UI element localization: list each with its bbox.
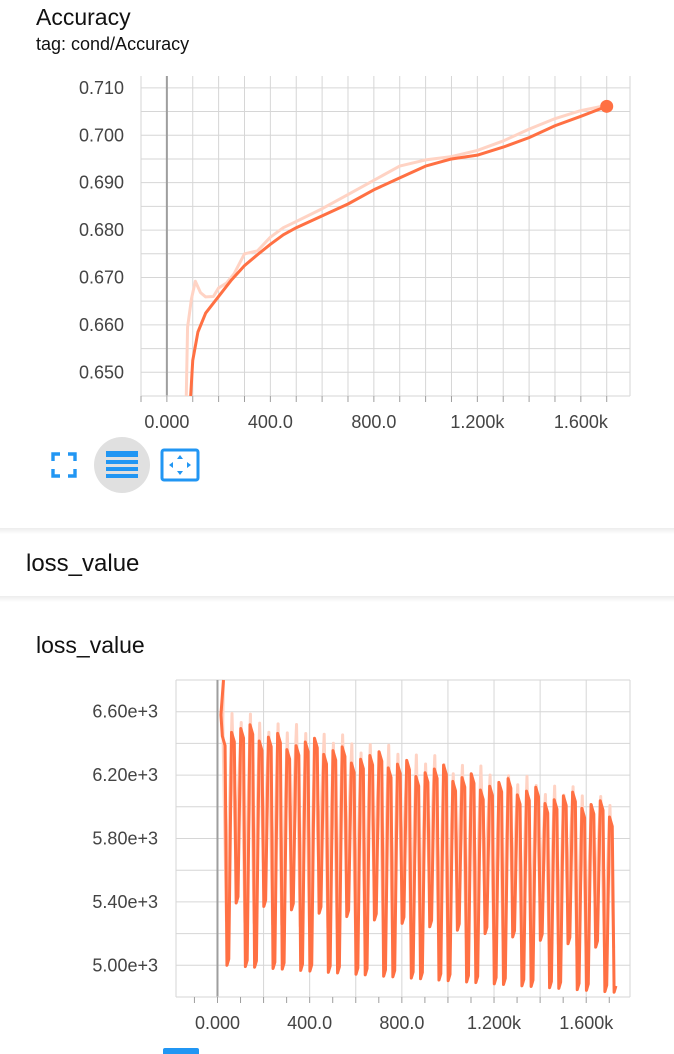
loss-chart[interactable]: 5.00e+3 5.40e+3 5.80e+3 6.20e+3 6.60e+3 0.000… (0, 666, 674, 1048)
y-tick-label: 6.20e+3 (92, 765, 158, 785)
chart-action-buttons (40, 437, 240, 493)
y-tick-label: 5.00e+3 (92, 955, 158, 975)
x-tick-label: 0.000 (144, 412, 189, 432)
x-tick-label: 1.200k (450, 412, 505, 432)
smoothed-series-line (219, 679, 618, 994)
section-title: loss_value (26, 550, 140, 577)
section-header[interactable]: loss_value (0, 534, 674, 594)
y-tick-label: 0.670 (79, 267, 124, 287)
y-tick-label: 5.40e+3 (92, 892, 158, 912)
y-tick-label: 0.690 (79, 173, 124, 193)
accuracy-tag-label: tag: cond/Accuracy (36, 34, 190, 54)
x-tick-label: 0.000 (195, 1013, 240, 1033)
y-tick-label: 0.710 (79, 78, 124, 98)
smoothed-series-line (189, 104, 608, 397)
y-tick-label: 5.80e+3 (92, 829, 158, 849)
fullscreen-icon (51, 452, 77, 478)
x-tick-label: 800.0 (379, 1013, 424, 1033)
accuracy-tick-labels: 0.650 0.660 0.670 0.680 0.690 0.700 0.710 0.000… (79, 78, 609, 432)
accuracy-grid (140, 76, 631, 397)
accuracy-chart-title: Accuracy (36, 4, 131, 30)
accuracy-card: Accuracy tag: cond/Accuracy 0.650 0.660 0.… (0, 4, 674, 493)
y-tick-label: 0.680 (79, 220, 124, 240)
fullscreen-button[interactable] (36, 437, 92, 493)
y-tick-label: 0.660 (79, 315, 124, 335)
accuracy-series (184, 99, 614, 397)
loss-axes (176, 680, 630, 1003)
raw-series-line (184, 103, 608, 397)
card-divider (0, 596, 674, 602)
x-tick-label: 1.200k (467, 1013, 522, 1033)
loss-series (219, 679, 618, 994)
x-tick-label: 400.0 (287, 1013, 332, 1033)
y-tick-label: 6.60e+3 (92, 702, 158, 722)
y-tick-label: 0.700 (79, 125, 124, 145)
accuracy-chart[interactable]: 0.650 0.660 0.670 0.680 0.690 0.700 0.710 0.000… (0, 70, 674, 440)
card-divider (0, 528, 674, 534)
x-tick-label: 400.0 (248, 412, 293, 432)
next-card-button-edge[interactable] (163, 1048, 199, 1054)
toggle-legend-button[interactable] (94, 437, 150, 493)
list-icon (106, 451, 138, 478)
last-value-marker (600, 99, 614, 113)
x-tick-label: 1.600k (559, 1013, 614, 1033)
fit-domain-icon (160, 448, 200, 482)
fit-domain-button[interactable] (152, 437, 208, 493)
y-tick-label: 0.650 (79, 362, 124, 382)
x-tick-label: 800.0 (351, 412, 396, 432)
x-tick-label: 1.600k (554, 412, 609, 432)
loss-tick-labels: 5.00e+3 5.40e+3 5.80e+3 6.20e+3 6.60e+3 0.000… (92, 702, 614, 1033)
loss-chart-title: loss_value (36, 632, 145, 658)
accuracy-axes (140, 76, 630, 402)
